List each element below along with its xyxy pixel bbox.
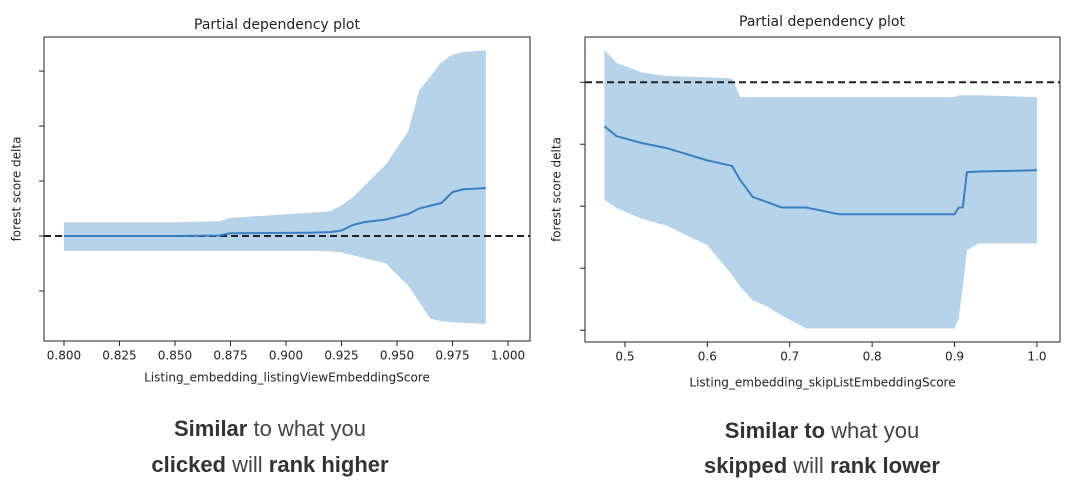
x-axis-label: Listing_embedding_skipListEmbeddingScore (689, 376, 955, 390)
chart-title: Partial dependency plot (194, 17, 360, 33)
caption-line: Similar to what you (174, 416, 366, 441)
chart-title: Partial dependency plot (739, 14, 905, 30)
caption-line: Similar to what you (725, 418, 919, 443)
caption-segment: clicked (151, 452, 226, 477)
caption-line: clicked will rank higher (151, 452, 389, 477)
caption-segment: to what you (247, 416, 366, 441)
x-tick-label: 0.7 (780, 350, 799, 364)
confidence-band (63, 50, 486, 324)
x-tick-label: 0.9 (945, 350, 964, 364)
pdp-line (603, 125, 1037, 216)
caption-segment: rank lower (830, 453, 940, 478)
x-tick-label: 1.0 (1027, 350, 1046, 364)
x-tick-label: 0.6 (698, 350, 717, 364)
plot-frame (43, 36, 531, 342)
confidence-band (604, 50, 1037, 329)
x-tick-label: 0.5 (615, 350, 634, 364)
caption-segment: rank higher (269, 452, 389, 477)
x-tick-label: 0.8 (863, 350, 882, 364)
caption-segment: what you (825, 418, 919, 443)
x-tick-label: 0.950 (380, 349, 414, 363)
caption-line: skipped will rank lower (704, 453, 940, 478)
x-tick-label: 0.900 (269, 349, 303, 363)
caption-segment: Similar (174, 416, 248, 441)
caption-segment: Similar to (725, 418, 825, 443)
x-tick-label: 0.800 (47, 349, 81, 363)
y-axis-label: forest score delta (550, 137, 564, 242)
plot-frame (584, 36, 1061, 343)
caption-segment: will (226, 452, 269, 477)
x-tick-label: 0.975 (435, 349, 469, 363)
x-tick-label: 0.850 (158, 349, 192, 363)
y-axis-label: forest score delta (10, 137, 24, 242)
x-tick-label: 1.000 (491, 349, 525, 363)
caption-segment: will (787, 453, 830, 478)
x-tick-label: 0.875 (213, 349, 247, 363)
pdp-line (63, 187, 486, 238)
x-tick-label: 0.925 (324, 349, 358, 363)
x-axis-label: Listing_embedding_listingViewEmbeddingSc… (144, 371, 430, 385)
caption-segment: skipped (704, 453, 787, 478)
x-tick-label: 0.825 (102, 349, 136, 363)
